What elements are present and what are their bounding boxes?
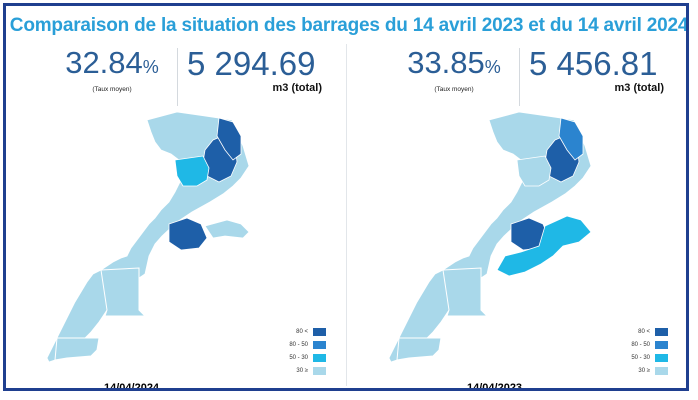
legend-item-medium: 50 - 30 [628, 351, 668, 364]
legend-swatch [313, 340, 326, 349]
average-rate: 32.84% [57, 46, 167, 84]
average-rate-unit: % [142, 57, 159, 77]
legend-label: 80 < [296, 328, 308, 335]
total-volume-label: m3 (total) [614, 82, 665, 94]
legend-item-high: 80 - 50 [286, 338, 326, 351]
map-legend-2024: 80 < 80 - 50 50 - 30 30 ≥ [286, 325, 326, 377]
region-south [442, 267, 489, 317]
average-rate-label: (Taux moyen) [92, 86, 132, 93]
legend-swatch [655, 353, 668, 362]
average-rate-unit: % [484, 57, 501, 77]
legend-swatch [313, 353, 326, 362]
legend-swatch [655, 327, 668, 336]
total-volume-block: 5 294.69 m3 (total) [187, 45, 332, 95]
legend-item-low: 30 ≥ [628, 364, 668, 377]
legend-swatch [655, 340, 668, 349]
panel-divider [346, 44, 347, 386]
region-far-south [396, 337, 442, 361]
average-rate-block: 33.85% (Taux moyen) [399, 46, 509, 94]
legend-item-high: 80 - 50 [628, 338, 668, 351]
stat-divider [177, 48, 178, 106]
panel-2023: 33.85% (Taux moyen) 5 456.81 m3 (total) … [349, 44, 686, 391]
stat-divider [519, 48, 520, 106]
legend-item-very-high: 80 < [628, 325, 668, 338]
legend-label: 30 ≥ [638, 367, 650, 374]
legend-label: 50 - 30 [289, 354, 308, 361]
region-tensift-souss [496, 215, 592, 277]
region-oum-er-rbia [168, 217, 208, 251]
legend-item-very-high: 80 < [286, 325, 326, 338]
infographic-frame: Comparaison de la situation des barrages… [3, 3, 689, 391]
morocco-map-2024 [46, 111, 250, 363]
total-volume-label: m3 (total) [272, 82, 323, 94]
average-rate-block: 32.84% (Taux moyen) [57, 46, 167, 94]
map-date-2023: 14/04/2023 [467, 382, 523, 391]
page-title: Comparaison de la situation des barrages… [9, 15, 689, 36]
map-legend-2023: 80 < 80 - 50 50 - 30 30 ≥ [628, 325, 668, 377]
region-sebou [516, 155, 552, 187]
total-volume-block: 5 456.81 m3 (total) [529, 45, 674, 95]
legend-label: 80 - 50 [631, 341, 650, 348]
average-rate-value: 33.85 [407, 45, 485, 80]
average-rate: 33.85% [399, 46, 509, 84]
total-volume-value: 5 456.81 [529, 45, 658, 82]
region-far-south [54, 337, 100, 361]
map-date-2024: 14/04/2024 [104, 382, 160, 391]
panel-2024: 32.84% (Taux moyen) 5 294.69 m3 (total) … [7, 44, 348, 391]
legend-swatch [655, 366, 668, 375]
legend-item-medium: 50 - 30 [286, 351, 326, 364]
legend-swatch [313, 327, 326, 336]
legend-item-low: 30 ≥ [286, 364, 326, 377]
legend-label: 30 ≥ [296, 367, 308, 374]
total-volume-value: 5 294.69 [187, 45, 316, 82]
average-rate-label: (Taux moyen) [434, 86, 474, 93]
region-tangier [558, 117, 584, 161]
region-tangier [216, 117, 242, 161]
morocco-map-2023 [388, 111, 592, 363]
legend-label: 50 - 30 [631, 354, 650, 361]
region-south [100, 267, 147, 317]
average-rate-value: 32.84 [65, 45, 143, 80]
legend-swatch [313, 366, 326, 375]
region-sebou [174, 155, 210, 187]
legend-label: 80 < [638, 328, 650, 335]
region-tensift [204, 219, 250, 239]
legend-label: 80 - 50 [289, 341, 308, 348]
